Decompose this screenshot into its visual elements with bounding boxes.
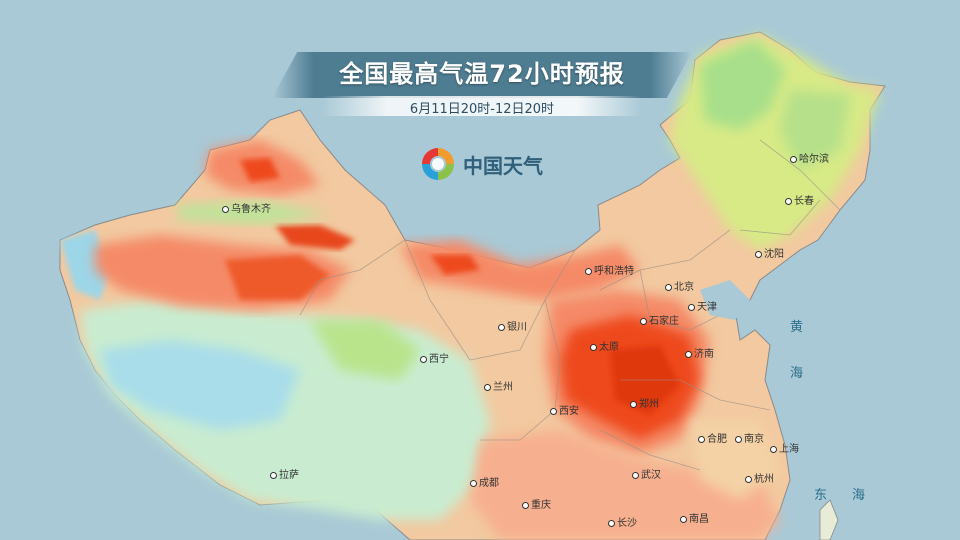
northeast-cool-zone-2 bbox=[780, 90, 850, 170]
city-label: 合肥 bbox=[698, 430, 727, 445]
city-label: 沈阳 bbox=[755, 245, 784, 260]
city-label: 呼和浩特 bbox=[585, 262, 634, 277]
city-label: 兰州 bbox=[484, 378, 513, 393]
cma-weather-swirl-icon bbox=[422, 148, 454, 180]
sea-label: 海 bbox=[790, 366, 804, 381]
city-label: 石家庄 bbox=[640, 312, 679, 327]
title-banner bbox=[272, 52, 692, 98]
northeast-cool-zone bbox=[700, 40, 785, 130]
city-label: 乌鲁木齐 bbox=[222, 200, 271, 215]
city-label: 南昌 bbox=[680, 510, 709, 525]
city-label: 上海 bbox=[770, 440, 799, 455]
sea-label: 黄 bbox=[790, 320, 804, 335]
subtitle-band bbox=[322, 96, 642, 116]
city-label: 南京 bbox=[735, 430, 764, 445]
east-mild-zone bbox=[690, 420, 780, 500]
map-subtitle: 6月11日20时-12日20时 bbox=[409, 102, 555, 117]
city-label: 银川 bbox=[498, 318, 527, 333]
map-title: 全国最高气温72小时预报 bbox=[339, 60, 625, 88]
city-label: 郑州 bbox=[630, 395, 659, 410]
city-label: 成都 bbox=[470, 474, 499, 489]
turpan-very-hot-spot bbox=[275, 225, 355, 250]
plateau-cold-zone bbox=[100, 340, 300, 430]
bohai-sea bbox=[700, 280, 750, 320]
city-label: 西宁 bbox=[420, 350, 449, 365]
city-label: 杭州 bbox=[745, 470, 774, 485]
city-label: 重庆 bbox=[522, 496, 551, 511]
north-very-hot-spot bbox=[430, 255, 480, 275]
city-label: 西安 bbox=[550, 402, 579, 417]
south-warm-zone bbox=[470, 430, 780, 540]
province-boundaries bbox=[299, 139, 841, 471]
city-label: 长沙 bbox=[608, 514, 637, 529]
city-label: 太原 bbox=[590, 338, 619, 353]
sea-label: 海 bbox=[852, 488, 866, 503]
city-label: 武汉 bbox=[632, 466, 661, 481]
brand-name: 中国天气 bbox=[463, 154, 543, 178]
city-label: 北京 bbox=[665, 278, 694, 293]
sea-label: 东 bbox=[814, 488, 828, 503]
qinghai-cool-zone bbox=[310, 320, 420, 380]
dzungaria-very-hot-spot bbox=[240, 158, 280, 182]
city-label: 长春 bbox=[785, 192, 814, 207]
tarim-very-hot-zone bbox=[225, 255, 330, 300]
city-label: 济南 bbox=[685, 345, 714, 360]
taiwan-island bbox=[819, 499, 839, 540]
city-label: 哈尔滨 bbox=[790, 150, 829, 165]
tianshan-cool-band bbox=[175, 200, 330, 225]
city-label: 天津 bbox=[688, 298, 717, 313]
city-label: 拉萨 bbox=[270, 466, 299, 481]
